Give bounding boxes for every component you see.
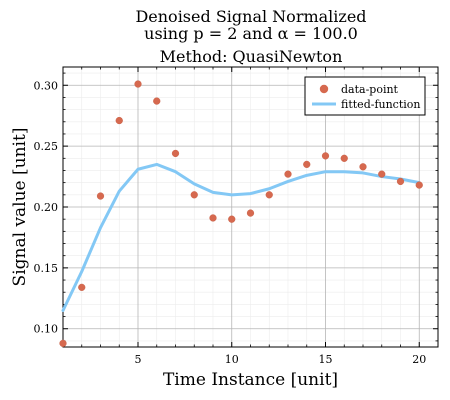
data-point-marker: [340, 154, 348, 162]
legend-label-fitted-function: fitted-function: [341, 98, 421, 111]
data-point-marker: [78, 283, 86, 291]
data-point-marker: [190, 191, 198, 199]
y-tick-label: 0.30: [34, 79, 59, 92]
x-tick-label: 15: [319, 353, 333, 366]
data-point-marker: [396, 177, 405, 186]
y-tick-label: 0.25: [34, 140, 59, 153]
data-point-marker: [284, 170, 292, 178]
x-axis-label: Time Instance [unit]: [163, 370, 338, 390]
data-point-marker: [115, 116, 123, 125]
x-tick-label: 20: [412, 353, 426, 366]
data-point-marker: [246, 209, 255, 217]
data-point-marker: [134, 80, 142, 88]
legend: data-point fitted-function: [304, 76, 426, 116]
y-tick-label: 0.15: [34, 262, 59, 275]
y-tick-label: 0.10: [34, 323, 59, 336]
chart-title-line-2: using p = 2 and α = 100.0: [144, 24, 358, 43]
data-point-marker: [59, 339, 67, 347]
legend-box: [304, 76, 426, 116]
legend-label-data-point: data-point: [341, 83, 399, 96]
data-point-marker: [303, 160, 311, 168]
data-point-marker: [171, 149, 180, 158]
data-point-marker: [228, 215, 236, 223]
data-point-marker: [378, 170, 386, 178]
data-point-marker: [415, 181, 423, 189]
x-tick-label: 5: [135, 353, 142, 366]
data-point-marker: [359, 163, 367, 171]
fitted-function-line: [61, 162, 421, 312]
y-tick-label: 0.20: [34, 201, 59, 214]
data-point-marker: [96, 192, 105, 200]
data-point-marker: [321, 152, 330, 160]
data-point-marker: [265, 191, 273, 199]
data-point-marker: [153, 97, 161, 105]
legend-marker-data-point: [319, 84, 329, 94]
chart-title-line-1: Denoised Signal Normalized: [135, 7, 366, 26]
x-tick-label: 10: [225, 353, 239, 366]
chart-title-line-3: Method: QuasiNewton: [160, 47, 343, 66]
y-axis-label: Signal value [unit]: [10, 128, 30, 287]
data-point-marker: [209, 214, 217, 222]
